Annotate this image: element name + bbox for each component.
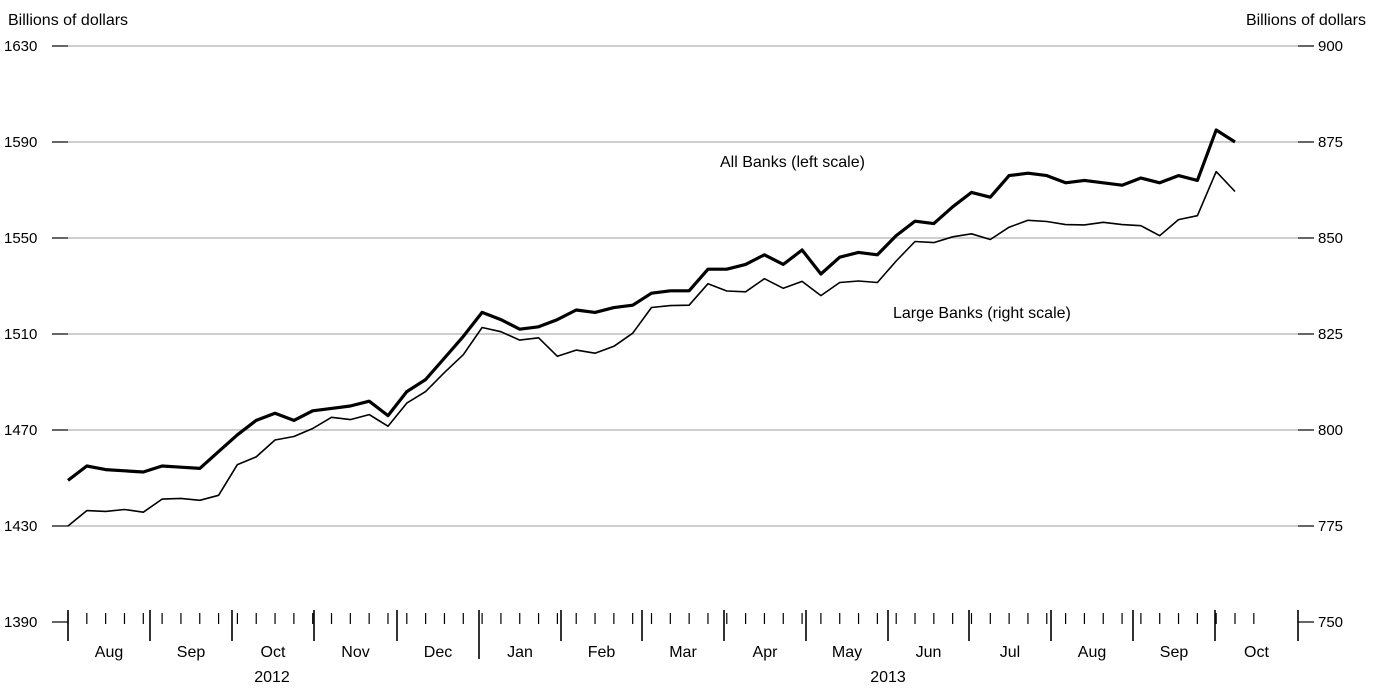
month-label: May	[832, 644, 862, 661]
month-label: Sep	[1160, 644, 1189, 661]
month-label: Feb	[588, 644, 616, 661]
month-label: Nov	[341, 644, 369, 661]
large-banks-annotation: Large Banks (right scale)	[893, 305, 1071, 322]
right-tick-label: 900	[1318, 38, 1343, 55]
month-label: Apr	[753, 644, 779, 661]
month-label: Dec	[424, 644, 452, 661]
right-tick-label: 825	[1318, 326, 1343, 343]
left-tick-label: 1550	[4, 230, 37, 247]
right-tick-label: 800	[1318, 422, 1343, 439]
x-axis: Aug Sep Oct Nov Dec Jan Feb Mar Apr May Jun Jul Aug S…	[67, 610, 1299, 686]
month-label: Aug	[1078, 644, 1106, 661]
month-label: Sep	[177, 644, 206, 661]
gridlines	[68, 45, 1298, 527]
right-axis: 750 775 800 825 850 875 900	[1298, 38, 1343, 631]
year-label: 2012	[254, 669, 290, 686]
left-tick-label: 1470	[4, 422, 37, 439]
left-axis: 1390 1430 1470 1510 1550 1590 1630	[4, 38, 68, 631]
all-banks-line	[67, 128, 1236, 482]
left-axis-label: Billions of dollars	[8, 12, 128, 29]
month-label: Oct	[261, 644, 286, 661]
month-label: Mar	[669, 644, 697, 661]
left-tick-label: 1630	[4, 38, 37, 55]
series-group	[67, 128, 1236, 527]
large-banks-line	[67, 170, 1236, 527]
all-banks-annotation: All Banks (left scale)	[720, 154, 865, 171]
month-label: Jun	[916, 644, 942, 661]
left-tick-label: 1510	[4, 326, 37, 343]
left-tick-label: 1430	[4, 518, 37, 535]
month-label: Aug	[95, 644, 123, 661]
right-tick-label: 875	[1318, 134, 1343, 151]
right-tick-label: 850	[1318, 230, 1343, 247]
right-axis-label: Billions of dollars	[1246, 12, 1366, 29]
year-label: 2013	[870, 669, 906, 686]
right-tick-label: 750	[1318, 614, 1343, 631]
left-tick-label: 1390	[4, 614, 37, 631]
right-tick-label: 775	[1318, 518, 1343, 535]
month-label: Jan	[507, 644, 533, 661]
month-label: Oct	[1244, 644, 1269, 661]
left-tick-label: 1590	[4, 134, 37, 151]
month-label: Jul	[1000, 644, 1020, 661]
